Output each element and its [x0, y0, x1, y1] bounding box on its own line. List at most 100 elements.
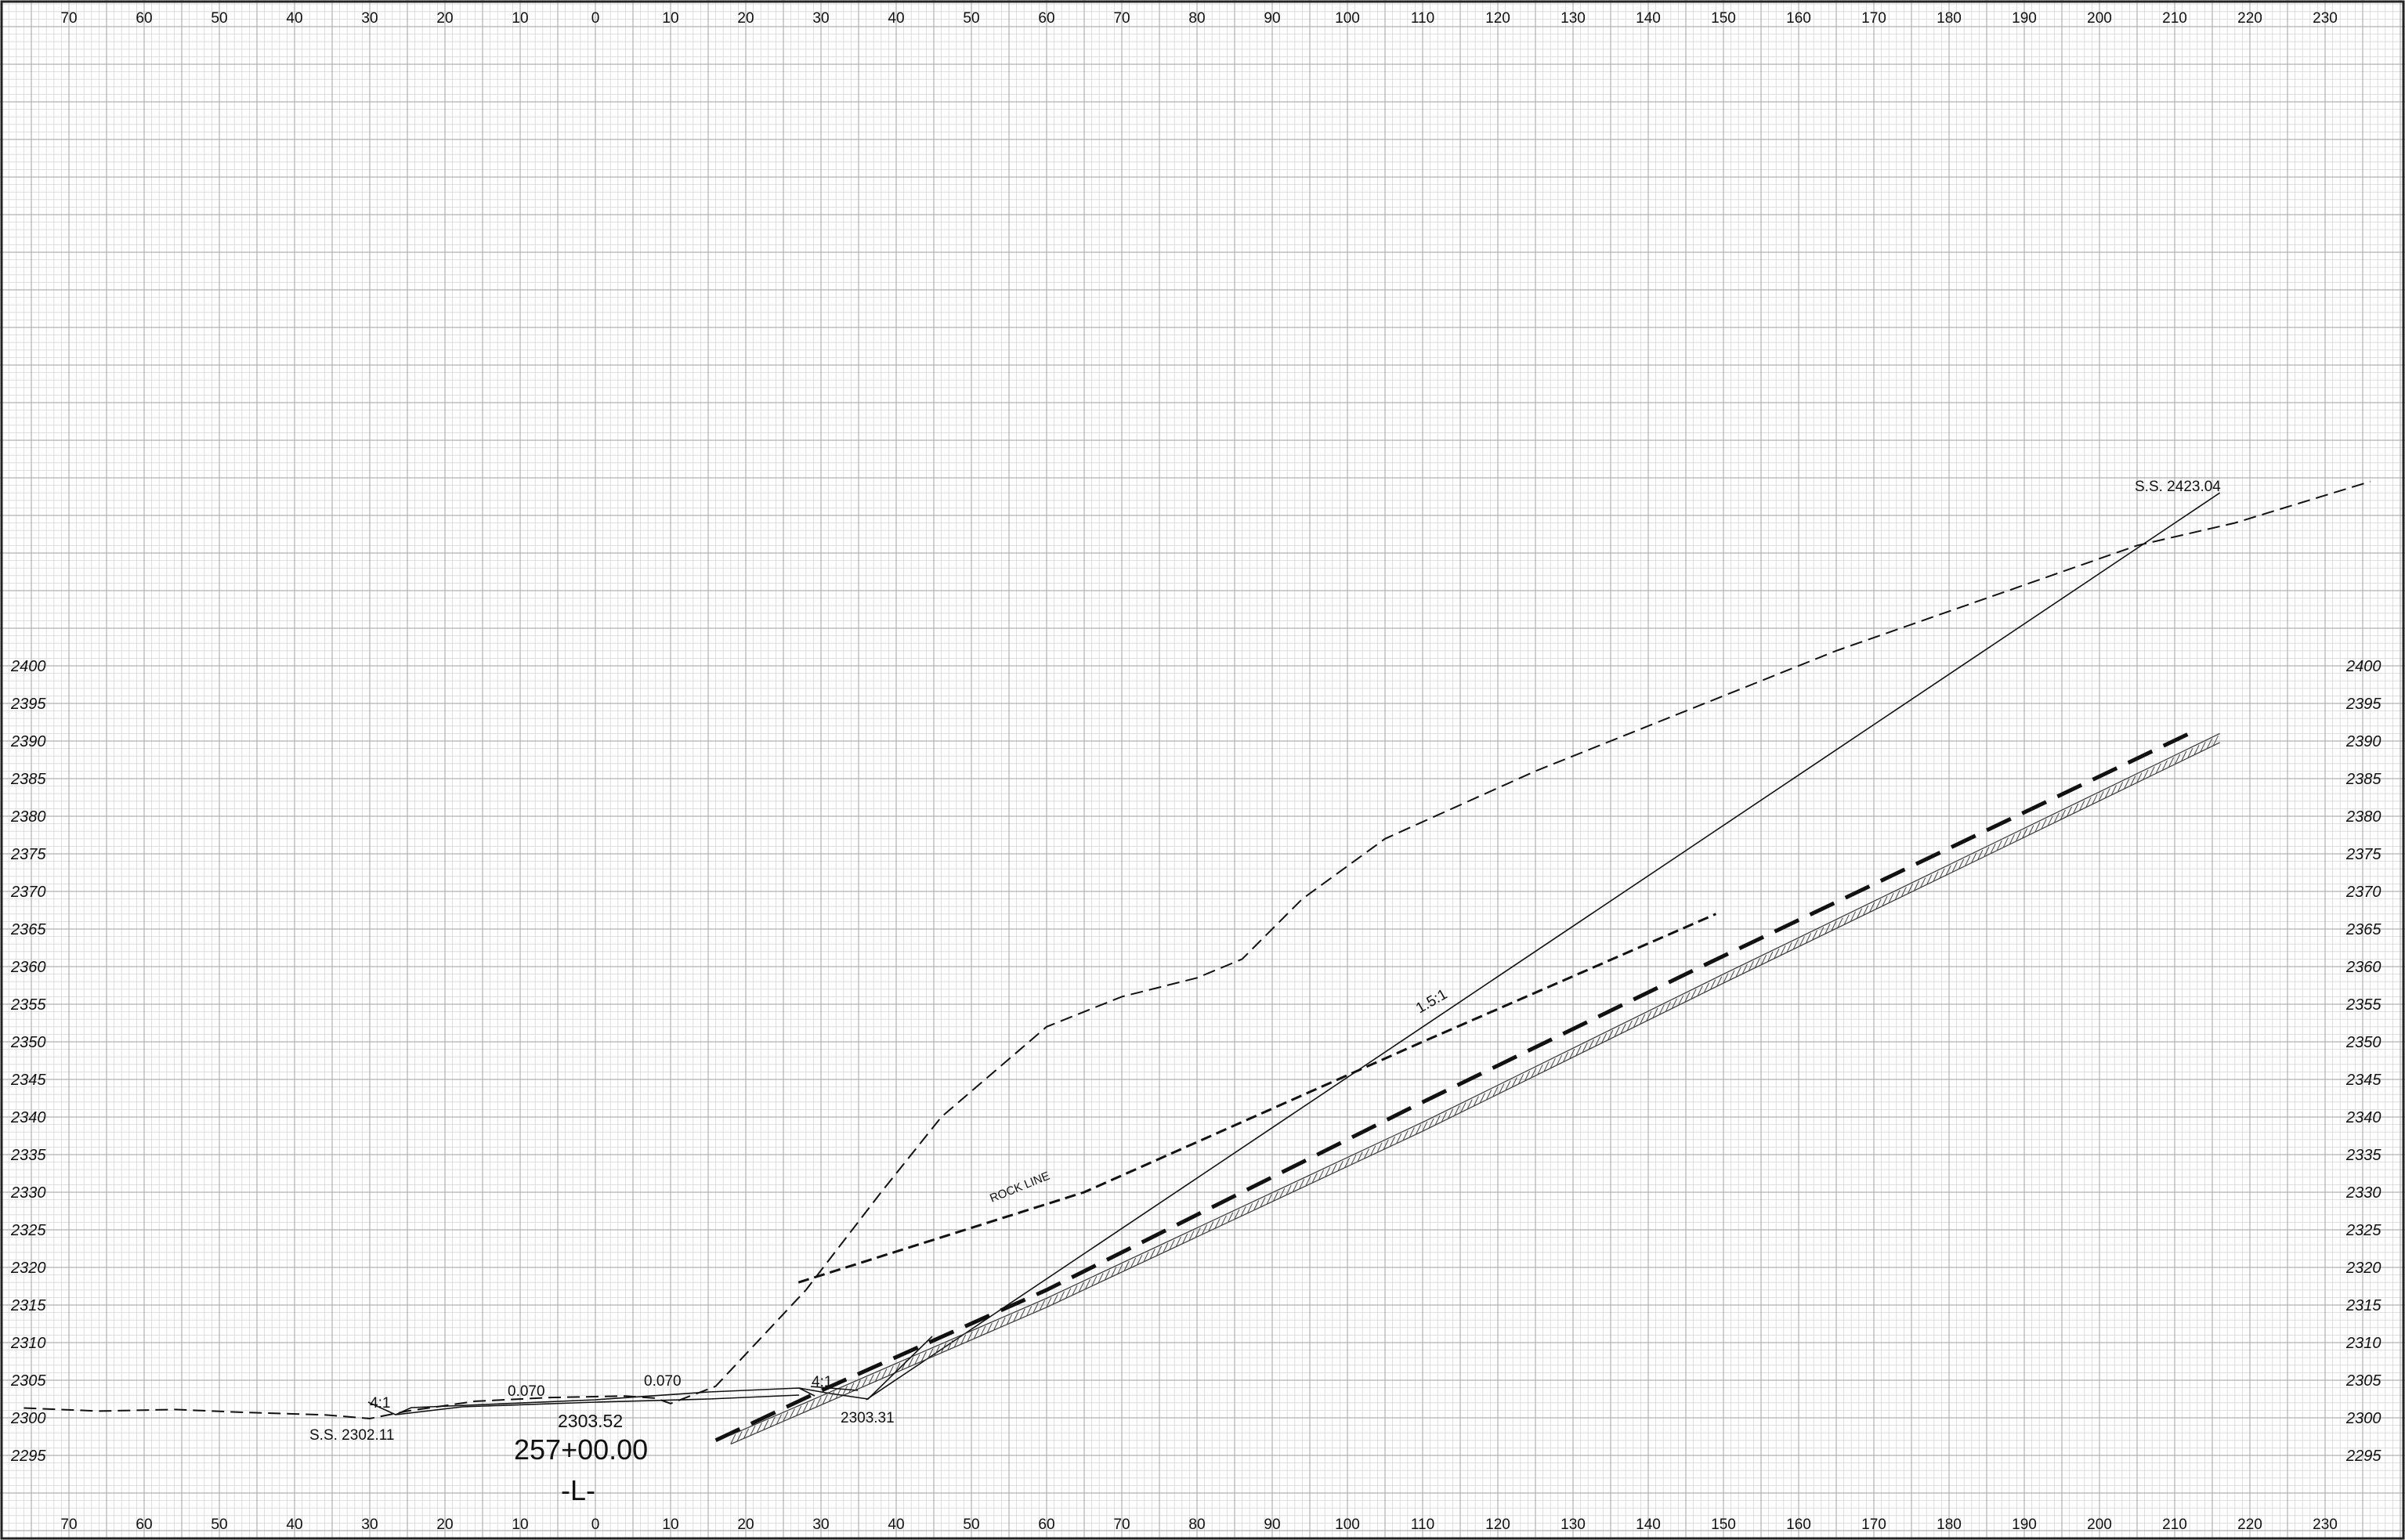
y-tick-label: 2375 [2345, 846, 2381, 863]
hatch-tick [2193, 744, 2200, 755]
hatch-tick [941, 1343, 947, 1353]
left-subgrade [395, 1398, 710, 1415]
hatch-tick [2187, 747, 2193, 758]
y-tick-label: 2365 [2345, 921, 2381, 938]
hatch-tick [2175, 754, 2181, 765]
x-tick-label: 200 [2087, 1517, 2112, 1533]
hatch-tick [2016, 831, 2022, 841]
x-tick-label: 170 [1861, 1517, 1886, 1533]
x-tick-label: 110 [1411, 10, 1434, 27]
ditch-elevation-label: 2303.31 [841, 1410, 895, 1426]
x-tick-label: 160 [1786, 10, 1811, 27]
hatch-tick [2085, 797, 2092, 808]
hatch-tick [1105, 1270, 1110, 1280]
x-tick-label: 210 [2162, 1517, 2187, 1533]
hatch-tick [2155, 763, 2161, 774]
hatch-tick [2168, 757, 2175, 768]
hatch-tick [1078, 1282, 1084, 1292]
hatch-tick [1143, 1252, 1149, 1262]
hatch-tick [1195, 1227, 1201, 1238]
hatch-tick [1019, 1308, 1025, 1319]
x-tick-label: 100 [1335, 1517, 1360, 1533]
hatch-tick [1473, 1096, 1479, 1106]
x-tick-label: 30 [812, 10, 829, 27]
existing-ground-line [24, 480, 2371, 1420]
y-tick-label: 2305 [2345, 1372, 2381, 1390]
hatch-tick [1626, 1020, 1633, 1031]
y-tick-label: 2315 [2345, 1297, 2381, 1314]
cut-slope-line [866, 492, 2221, 1401]
hatch-tick [1182, 1233, 1188, 1244]
y-tick-label: 2300 [10, 1410, 46, 1427]
x-tick-label: 110 [1411, 1517, 1434, 1533]
x-tick-label: 10 [512, 1517, 528, 1533]
x-axis-top: 70 60 50 40 30 20 10 0 10 20 30 40 50 60 70 80 90 100 110 1… [60, 10, 2337, 27]
y-tick-label: 2400 [2345, 658, 2381, 675]
hatch-tick [1945, 865, 1951, 876]
x-tick-label: 0 [591, 1517, 600, 1533]
hatch-tick [1920, 877, 1926, 887]
hatch-tick [1033, 1303, 1039, 1313]
x-tick-label: 220 [2237, 1517, 2262, 1533]
x-tick-label: 60 [136, 1517, 152, 1533]
hatch-tick [848, 1383, 855, 1393]
y-tick-label: 2340 [10, 1109, 46, 1126]
y-tick-label: 2350 [2345, 1034, 2381, 1051]
hatch-tick [2067, 806, 2073, 817]
x-tick-label: 60 [1038, 1517, 1054, 1533]
hatch-tick [920, 1351, 927, 1361]
hatch-tick [842, 1385, 848, 1396]
hatch-tick [816, 1397, 822, 1408]
hatch-tick [2098, 790, 2104, 801]
hatch-tick [1286, 1184, 1292, 1195]
grade-elevation-label: 2303.52 [558, 1411, 623, 1431]
y-tick-label: 2330 [2345, 1184, 2381, 1202]
x-tick-label: 40 [286, 1517, 302, 1533]
hatch-tick [1279, 1188, 1286, 1198]
hatch-tick [1492, 1086, 1499, 1097]
y-tick-label: 2350 [10, 1034, 46, 1051]
hatch-tick [1749, 960, 1754, 971]
hatch-tick [1882, 895, 1888, 906]
hatch-tick [1176, 1236, 1181, 1247]
y-tick-label: 2385 [2345, 771, 2381, 788]
x-tick-label: 200 [2087, 10, 2112, 27]
hatch-tick [1305, 1176, 1311, 1186]
hatch-tick [1767, 951, 1774, 962]
y-tick-label: 2380 [2345, 808, 2381, 826]
hatch-tick [953, 1337, 960, 1347]
x-tick-label: 130 [1561, 10, 1586, 27]
hatch-tick [1633, 1017, 1640, 1028]
hatch-tick [789, 1408, 795, 1419]
x-tick-label: 80 [1188, 1517, 1205, 1533]
hatch-tick [1293, 1181, 1298, 1192]
hatch-tick [743, 1428, 750, 1439]
x-axis-bottom: 70 60 50 40 30 20 10 0 10 20 30 40 50 60 70 80 90 100 110 1… [60, 1517, 2337, 1533]
y-tick-label: 2365 [10, 921, 46, 938]
x-tick-label: 30 [361, 1517, 378, 1533]
hatch-tick [2136, 772, 2143, 783]
hatch-tick [1000, 1317, 1006, 1328]
hatch-tick [1774, 948, 1780, 959]
hatch-tick [1325, 1166, 1331, 1177]
hatch-tick [1575, 1045, 1582, 1056]
x-tick-label: 10 [662, 10, 678, 27]
x-tick-label: 190 [2012, 10, 2037, 27]
hatch-tick [2124, 779, 2130, 789]
hatch-tick [1620, 1023, 1626, 1034]
hatch-tick [993, 1320, 1000, 1330]
y-tick-label: 2295 [2345, 1448, 2381, 1465]
hatch-tick [1364, 1148, 1369, 1159]
y-tick-label: 2330 [10, 1184, 46, 1202]
hatch-tick [1013, 1311, 1019, 1321]
centerline-symbol: -L- [561, 1474, 595, 1506]
hatch-tick [1608, 1029, 1614, 1040]
hatch-tick [1266, 1194, 1272, 1204]
hatch-tick [1370, 1145, 1376, 1155]
hatch-tick [2181, 750, 2187, 761]
hatch-tick [974, 1329, 980, 1339]
x-tick-label: 20 [436, 1517, 453, 1533]
hatch-tick [986, 1322, 993, 1333]
hatch-tick [1951, 862, 1958, 873]
